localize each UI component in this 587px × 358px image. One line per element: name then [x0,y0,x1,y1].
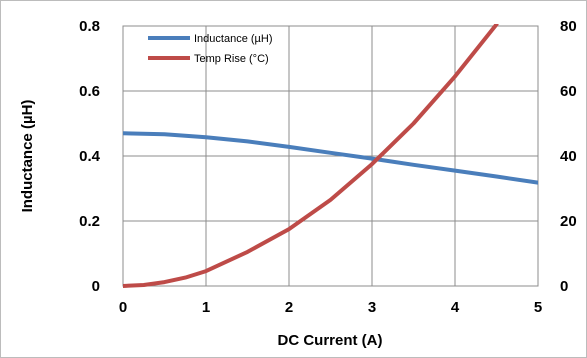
y-right-tick-label: 40 [560,148,577,165]
legend-label-temp-rise: Temp Rise (°C) [194,53,269,65]
y-right-tick-label: 80 [560,18,577,35]
plot-area-border [122,25,539,287]
legend-label-inductance: Inductance (µH) [194,33,272,45]
series-line-temp-rise [123,24,499,288]
series-line-inductance [123,131,538,185]
x-tick-label: 3 [368,299,376,316]
y-axis-title: Inductance (µH) [19,100,36,213]
y-left-tick-label: 0 [92,278,100,295]
x-tick-label: 2 [285,299,293,316]
y-right-tick-label: 20 [560,213,577,230]
x-axis-title: DC Current (A) [278,332,383,349]
y-right-tick-label: 0 [560,278,568,295]
y-right-tick-label: 60 [560,83,577,100]
x-tick-label: 0 [119,299,127,316]
y-left-tick-label: 0.6 [79,83,100,100]
x-tick-label: 4 [451,299,460,316]
y-left-tick-label: 0.4 [79,148,101,165]
y-left-tick-label: 0.8 [79,18,100,35]
x-tick-label: 5 [534,299,542,316]
y-left-tick-label: 0.2 [79,213,100,230]
x-tick-label: 1 [202,299,210,316]
